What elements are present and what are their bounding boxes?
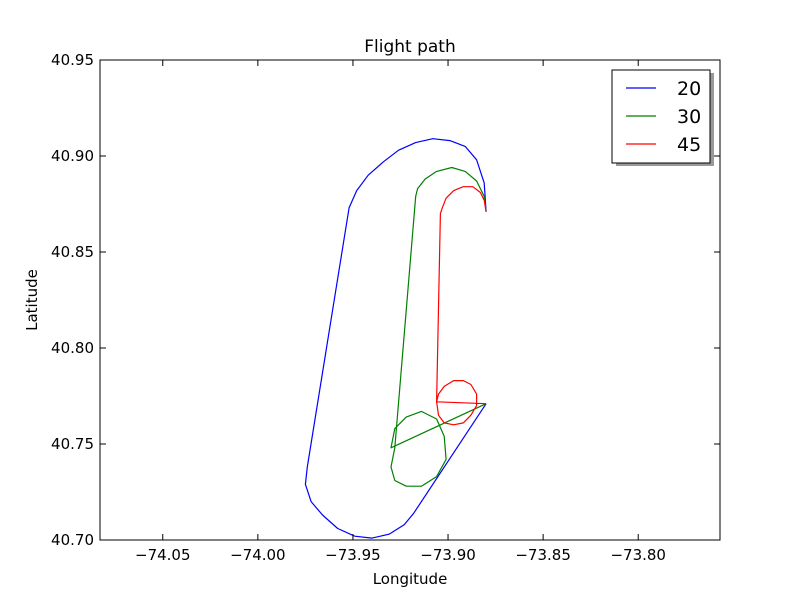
y-tick-label: 40.95 bbox=[51, 51, 94, 69]
y-tick-label: 40.90 bbox=[51, 147, 94, 165]
x-tick-label: −73.90 bbox=[420, 546, 476, 564]
x-tick-label: −74.00 bbox=[230, 546, 286, 564]
x-tick-label: −73.85 bbox=[515, 546, 571, 564]
y-tick-label: 40.75 bbox=[51, 435, 94, 453]
x-axis-label: Longitude bbox=[373, 570, 448, 588]
legend-label-45: 45 bbox=[677, 134, 701, 156]
legend-label-20: 20 bbox=[677, 78, 701, 100]
x-tick-label: −73.80 bbox=[610, 546, 666, 564]
y-axis-label: Latitude bbox=[23, 269, 41, 331]
series-line-45 bbox=[436, 186, 487, 426]
chart-title: Flight path bbox=[364, 37, 456, 57]
y-tick-label: 40.80 bbox=[51, 339, 94, 357]
legend: 20 30 45 bbox=[611, 69, 714, 166]
legend-items: 20 30 45 bbox=[626, 78, 701, 156]
ticks-layer: −74.05 −74.00 −73.95 −73.90 −73.85 −73.80 40.7… bbox=[51, 51, 720, 564]
x-tick-label: −74.05 bbox=[135, 546, 191, 564]
y-tick-label: 40.85 bbox=[51, 243, 94, 261]
series-line-20 bbox=[304, 138, 487, 539]
legend-label-30: 30 bbox=[677, 106, 701, 128]
y-tick-label: 40.70 bbox=[51, 531, 94, 549]
plot-frame bbox=[99, 59, 721, 541]
series-line-30 bbox=[390, 166, 487, 487]
x-tick-label: −73.95 bbox=[325, 546, 381, 564]
series-layer bbox=[304, 138, 487, 539]
